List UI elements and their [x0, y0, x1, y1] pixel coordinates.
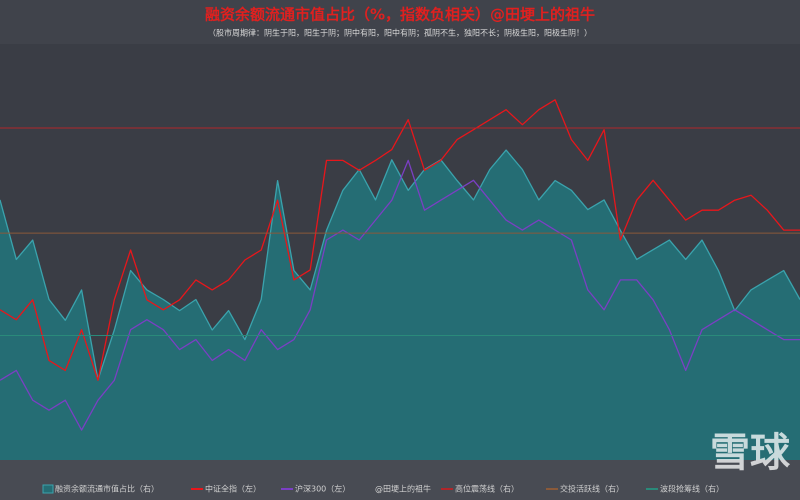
series-line [0, 159, 800, 431]
title-band [0, 0, 800, 44]
plot-area [0, 99, 800, 460]
legend-label: 融资余额流通市值占比（右） [55, 484, 159, 494]
series-line [0, 99, 800, 381]
legend-label: 中证全指（左） [205, 484, 261, 494]
legend-label: 高位震荡线（右） [455, 484, 519, 494]
legend: 融资余额流通市值占比（右） 中证全指（左） 沪深300（左） @田埂上的祖牛 高位震荡线… [42, 484, 724, 494]
area [0, 150, 800, 460]
legend-label: 波段抢筹线（右） [660, 484, 724, 494]
legend-swatch [42, 484, 54, 494]
legend-label: @田埂上的祖牛 [375, 484, 431, 494]
series-line [0, 149, 800, 381]
chart-subtitle: （股市周期律：阴生于阳，阳生于阴；阴中有阳，阳中有阴；孤阴不生，独阳不长；阴极生… [208, 28, 592, 38]
watermark: 雪球 [710, 430, 791, 476]
legend-label: 沪深300（左） [295, 484, 350, 494]
legend-band [0, 460, 800, 500]
chart-title: 融资余额流通市值占比（%，指数负相关）@田埂上的祖牛 [205, 6, 595, 24]
legend-label: 交投活跃线（右） [560, 484, 624, 494]
